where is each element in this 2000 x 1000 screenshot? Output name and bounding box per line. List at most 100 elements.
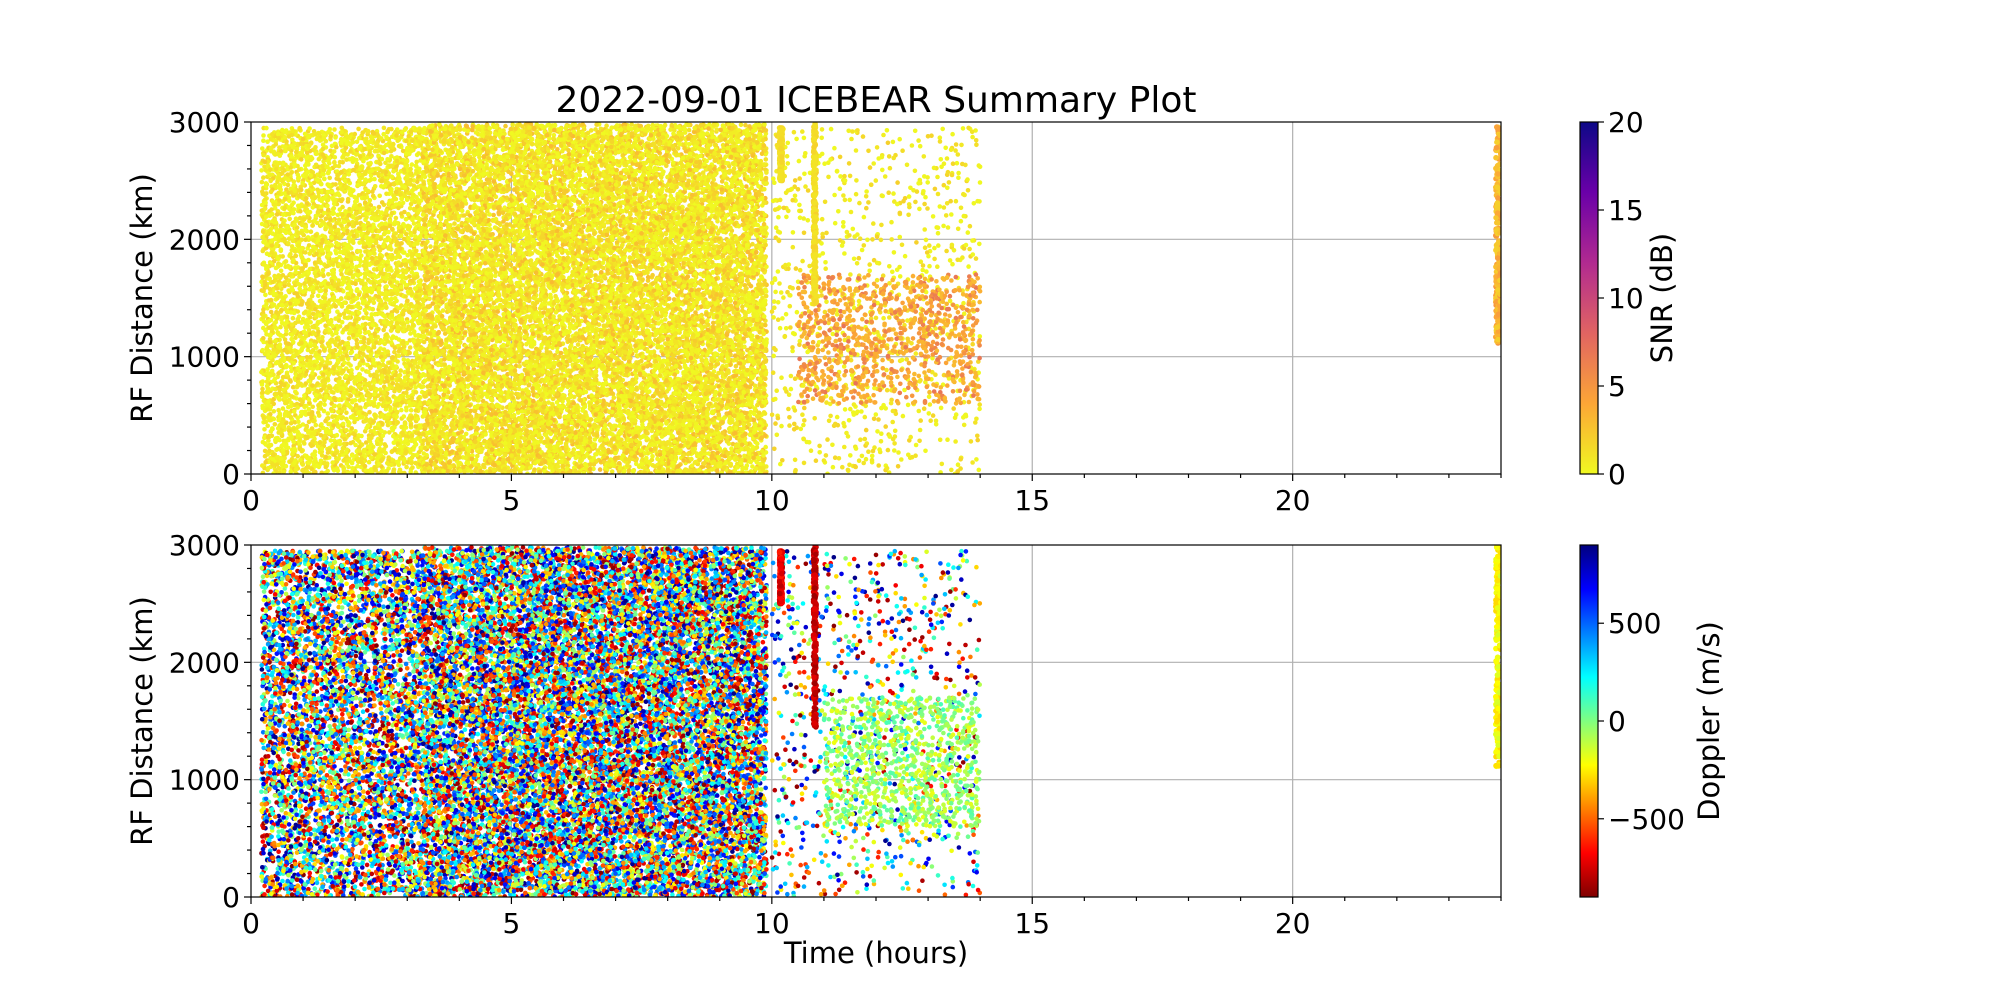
data-point	[376, 204, 382, 210]
data-point	[309, 426, 315, 431]
data-point	[285, 211, 291, 217]
data-point	[304, 424, 309, 430]
data-point	[318, 388, 324, 393]
data-point	[263, 167, 269, 173]
data-point	[308, 155, 314, 160]
data-point	[308, 229, 314, 234]
data-point	[351, 233, 357, 239]
data-point	[274, 309, 279, 315]
data-point	[366, 369, 371, 375]
data-point	[330, 414, 335, 420]
data-point	[403, 294, 408, 299]
data-point	[361, 397, 366, 403]
data-point	[312, 218, 317, 224]
data-point	[282, 205, 288, 211]
data-point	[350, 311, 355, 316]
data-point	[319, 181, 324, 187]
data-point	[344, 141, 350, 147]
data-point	[302, 204, 308, 209]
data-point	[413, 390, 419, 395]
data-point	[341, 264, 346, 269]
data-point	[339, 169, 344, 175]
data-point	[300, 399, 305, 405]
data-point	[403, 275, 409, 281]
data-point	[297, 373, 302, 378]
data-point	[292, 188, 298, 193]
data-point	[355, 324, 361, 329]
data-point	[409, 232, 414, 238]
data-point	[415, 416, 421, 422]
data-point	[263, 292, 268, 298]
data-point	[370, 306, 376, 312]
data-point	[393, 437, 399, 442]
data-point	[324, 388, 329, 393]
data-point	[265, 423, 271, 429]
data-point	[319, 204, 324, 210]
data-point	[274, 462, 280, 467]
data-point	[364, 381, 370, 387]
data-point	[271, 401, 277, 407]
data-point	[403, 382, 408, 388]
data-point	[389, 268, 394, 273]
data-point	[303, 237, 308, 243]
data-point	[281, 424, 287, 430]
data-point	[327, 175, 333, 181]
data-point	[366, 459, 372, 465]
data-point	[381, 319, 387, 325]
data-point	[379, 469, 384, 474]
data-point	[284, 400, 290, 406]
data-point	[407, 345, 413, 350]
data-point	[291, 257, 296, 263]
data-point	[344, 410, 349, 416]
data-point	[379, 291, 385, 297]
data-point	[340, 212, 345, 218]
data-point	[260, 146, 265, 151]
data-point	[320, 237, 325, 243]
data-point	[290, 238, 296, 244]
data-point	[417, 315, 423, 321]
data-point	[291, 128, 296, 134]
data-point	[415, 436, 420, 441]
data-point	[390, 381, 396, 386]
data-point	[412, 259, 418, 265]
data-point	[409, 460, 414, 466]
data-point	[279, 170, 285, 176]
data-point	[292, 265, 298, 270]
data-point	[264, 242, 270, 248]
data-point	[276, 407, 281, 413]
data-point	[263, 328, 268, 334]
data-point	[394, 241, 400, 247]
data-point	[273, 166, 279, 172]
data-point	[313, 145, 318, 150]
data-point	[273, 338, 279, 343]
data-point	[267, 448, 272, 454]
data-point	[387, 223, 393, 229]
data-point	[356, 384, 362, 389]
data-point	[268, 145, 274, 151]
data-point	[391, 300, 397, 306]
data-point	[377, 266, 383, 271]
data-point	[270, 456, 276, 462]
data-point	[297, 215, 303, 221]
data-point	[312, 453, 318, 458]
data-point	[291, 183, 296, 188]
data-point	[321, 408, 327, 414]
data-point	[334, 417, 340, 422]
data-point	[330, 332, 335, 338]
data-point	[318, 394, 323, 399]
data-point	[337, 380, 343, 386]
data-point	[295, 172, 301, 177]
data-point	[267, 363, 273, 368]
data-point	[379, 136, 384, 141]
data-point	[282, 395, 288, 401]
data-point	[315, 209, 321, 215]
data-point	[312, 342, 318, 348]
data-point	[315, 321, 320, 327]
data-point	[293, 349, 299, 354]
data-point	[378, 161, 383, 167]
data-point	[367, 240, 373, 245]
data-point	[346, 361, 351, 366]
data-point	[286, 412, 292, 417]
data-point	[282, 382, 287, 388]
